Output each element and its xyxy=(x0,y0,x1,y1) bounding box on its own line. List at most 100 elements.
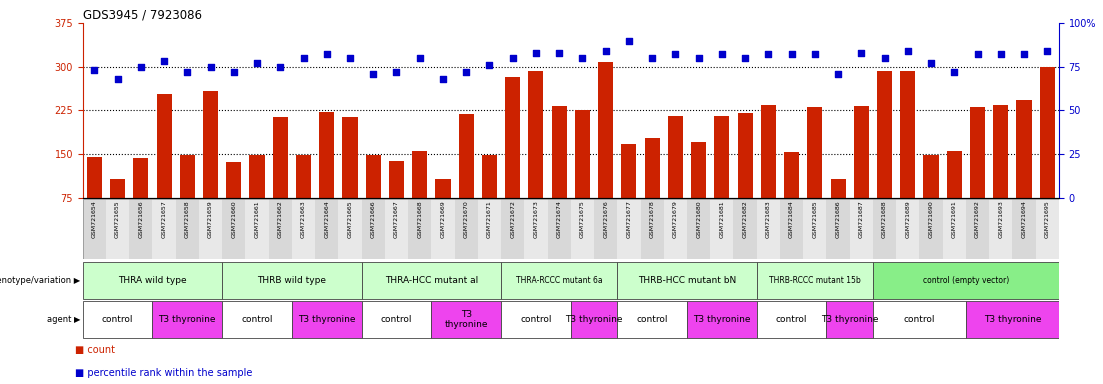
Text: GSM721667: GSM721667 xyxy=(394,200,399,238)
Bar xyxy=(106,199,129,259)
Text: T3 thyronine: T3 thyronine xyxy=(298,315,355,324)
Bar xyxy=(362,199,385,259)
Bar xyxy=(570,301,618,338)
Point xyxy=(968,51,986,58)
Bar xyxy=(83,301,152,338)
Bar xyxy=(872,199,896,259)
Point xyxy=(945,69,963,75)
Point xyxy=(156,58,173,65)
Bar xyxy=(362,301,431,338)
Bar xyxy=(501,301,570,338)
Bar xyxy=(292,301,362,338)
Text: THRB wild type: THRB wild type xyxy=(257,276,326,285)
Point xyxy=(364,71,382,77)
Bar xyxy=(482,155,497,242)
Point xyxy=(806,51,824,58)
Text: control: control xyxy=(636,315,668,324)
Bar xyxy=(87,157,101,242)
Bar xyxy=(970,108,985,242)
Bar xyxy=(431,301,501,338)
Point xyxy=(922,60,940,66)
Text: GSM721661: GSM721661 xyxy=(255,200,259,238)
Text: GSM721676: GSM721676 xyxy=(603,200,608,238)
Text: GSM721673: GSM721673 xyxy=(534,200,538,238)
Bar xyxy=(501,199,524,259)
Bar xyxy=(780,199,803,259)
Bar xyxy=(385,199,408,259)
Point xyxy=(458,69,475,75)
Bar xyxy=(641,199,664,259)
Bar xyxy=(199,199,222,259)
Bar xyxy=(687,199,710,259)
Text: ■ count: ■ count xyxy=(75,345,115,355)
Bar xyxy=(738,113,752,242)
Bar xyxy=(296,155,311,242)
Bar xyxy=(966,301,1059,338)
Point xyxy=(481,62,499,68)
Point xyxy=(527,50,545,56)
Text: control: control xyxy=(381,315,413,324)
Text: THRA wild type: THRA wild type xyxy=(118,276,186,285)
Text: GSM721658: GSM721658 xyxy=(185,200,190,238)
Bar xyxy=(644,138,660,242)
Bar xyxy=(784,152,800,242)
Point xyxy=(341,55,358,61)
Text: GSM721671: GSM721671 xyxy=(486,200,492,238)
Text: control: control xyxy=(521,315,552,324)
Text: control: control xyxy=(775,315,807,324)
Text: GSM721690: GSM721690 xyxy=(929,200,933,238)
Bar xyxy=(849,199,872,259)
Text: GSM721659: GSM721659 xyxy=(208,200,213,238)
Bar xyxy=(339,199,362,259)
Text: GSM721682: GSM721682 xyxy=(742,200,748,238)
Bar xyxy=(664,199,687,259)
Text: GSM721693: GSM721693 xyxy=(998,200,1004,238)
Point xyxy=(689,55,707,61)
Bar xyxy=(272,118,288,242)
Bar xyxy=(203,91,218,242)
Bar xyxy=(761,104,775,242)
Text: GSM721665: GSM721665 xyxy=(347,200,353,238)
Bar xyxy=(362,262,501,299)
Point xyxy=(318,51,335,58)
Bar xyxy=(226,162,242,242)
Point xyxy=(109,76,127,82)
Point xyxy=(1015,51,1032,58)
Bar xyxy=(757,199,780,259)
Point xyxy=(271,64,289,70)
Point xyxy=(643,55,661,61)
Point xyxy=(992,51,1009,58)
Text: T3 thyronine: T3 thyronine xyxy=(159,315,216,324)
Bar xyxy=(621,144,636,242)
Text: GSM721675: GSM721675 xyxy=(580,200,585,238)
Text: GSM721692: GSM721692 xyxy=(975,200,981,238)
Point xyxy=(202,64,219,70)
Text: THRA-RCCC mutant 6a: THRA-RCCC mutant 6a xyxy=(516,276,602,285)
Bar xyxy=(598,62,613,242)
Text: control: control xyxy=(242,315,272,324)
Bar xyxy=(319,112,334,242)
Text: T3 thyronine: T3 thyronine xyxy=(821,315,878,324)
Bar xyxy=(1017,100,1031,242)
Text: GSM721655: GSM721655 xyxy=(115,200,120,238)
Point xyxy=(504,55,522,61)
Text: GDS3945 / 7923086: GDS3945 / 7923086 xyxy=(83,9,202,22)
Bar xyxy=(180,155,195,242)
Point xyxy=(829,71,847,77)
Bar xyxy=(315,199,339,259)
Bar xyxy=(595,199,618,259)
Bar xyxy=(152,301,222,338)
Bar xyxy=(269,199,292,259)
Bar xyxy=(946,151,962,242)
Point xyxy=(411,55,429,61)
Bar xyxy=(292,199,315,259)
Text: GSM721670: GSM721670 xyxy=(463,200,469,238)
Bar xyxy=(966,199,989,259)
Point xyxy=(666,51,684,58)
Bar xyxy=(431,199,454,259)
Text: T3
thyronine: T3 thyronine xyxy=(445,310,488,329)
Bar xyxy=(993,104,1008,242)
Bar xyxy=(923,155,939,242)
Text: T3 thyronine: T3 thyronine xyxy=(566,315,623,324)
Bar xyxy=(366,155,381,242)
